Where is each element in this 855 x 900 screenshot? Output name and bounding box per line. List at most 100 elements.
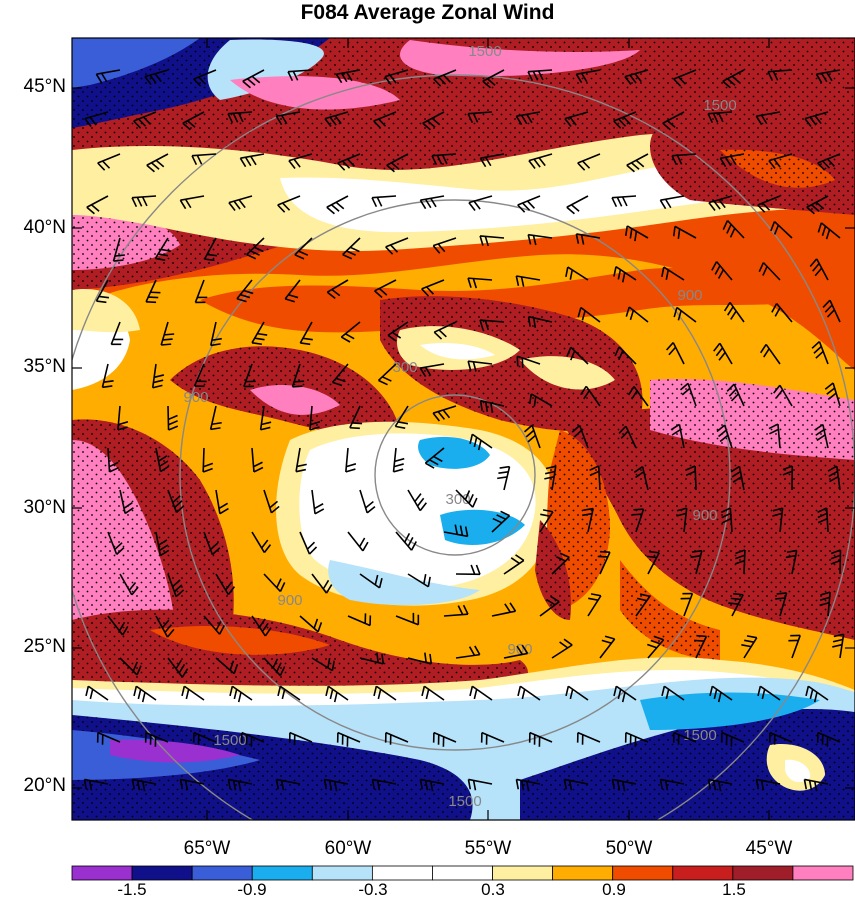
wind-barb-flag [550,595,560,603]
wind-barb-flag [376,780,381,791]
wind-barb [646,550,660,575]
wind-barb-flag [723,302,731,312]
wind-barb-flag [158,539,168,546]
wind-barb-flag [580,385,587,396]
wind-barb [386,153,409,173]
wind-barb [587,593,602,617]
wind-barb [144,69,169,86]
wind-barb-flag [229,660,235,671]
wind-barb-shaft [626,225,649,239]
wind-barb [384,69,409,86]
wind-barb [432,731,457,747]
wind-barb-flag [635,159,645,168]
wind-barb-flag [634,73,642,83]
wind-barb-flag [269,500,279,509]
wind-barb [544,465,557,491]
wind-barb-flag [340,72,348,83]
wind-barb [277,685,301,701]
wind-barb-flag [184,198,192,209]
core-white-streak [420,343,495,360]
wind-barb-shaft [662,111,685,124]
wind-barb-flag [131,586,139,596]
wind-barb-flag [284,298,296,303]
wind-barb-flag [718,429,727,438]
wind-barb-flag [144,76,152,86]
wind-barb-flag [730,597,741,601]
wind-barb-shaft [84,111,109,120]
wind-barb-shaft [299,615,319,633]
wind-barb-shaft [516,275,541,281]
wind-barb-shaft [241,731,265,743]
wind-barb-flag [473,437,478,448]
wind-barb-shaft [107,615,124,636]
wind-barb-flag [633,508,644,511]
wind-barb-flag [775,389,784,399]
wind-barb-flag [580,234,585,245]
wind-barb [291,363,305,388]
map-frame [71,37,855,821]
wind-barb-flag [133,120,142,129]
wind-barb [713,342,733,365]
south-purple-streak [110,739,240,763]
wind-barb [613,266,637,283]
wind-barb-shaft [762,262,781,281]
wind-barb-shaft [676,306,697,323]
wind-barb-flag [90,204,100,212]
wind-barb-flag [523,424,533,433]
wind-barb [263,489,280,514]
wind-barb-flag [741,644,752,648]
wind-barb [614,346,637,365]
wind-barb-shaft [291,363,301,388]
wind-barb-flag [544,475,555,480]
wind-barb-shaft [729,508,733,533]
wind-barb-flag [326,206,335,215]
wind-barb-flag [627,386,635,396]
wind-barb [671,153,697,166]
wind-barb [730,465,745,491]
colorbar-tick-label: -0.3 [358,880,388,899]
wind-barb-flag [113,259,124,262]
wind-barb [371,778,397,791]
wind-barb-flag [639,593,651,598]
wind-barb-flag [209,542,219,551]
wind-barb-shaft [722,69,745,82]
wind-barb [277,195,301,213]
wind-barb-flag [621,692,626,703]
wind-barb-flag [469,686,474,697]
wind-barb-flag [671,428,681,436]
wind-barb [723,302,745,323]
wind-barb-shaft [673,69,697,80]
wind-barb-shaft [625,425,637,449]
wind-barb-flag [393,468,404,473]
wind-barb-flag [376,652,379,663]
wind-barb-flag [246,78,256,86]
wind-barb-shaft [674,225,697,239]
wind-barb [144,731,169,747]
wind-barb [680,592,694,617]
wind-barb-flag [734,559,745,565]
south-red-streak [150,625,330,655]
wind-barb-shaft [203,615,221,635]
wind-barb-shaft [372,778,397,785]
wind-barb-shaft [119,657,138,676]
wind-barb-flag [193,78,202,87]
wind-barb-shaft [660,778,685,785]
wind-barb [95,279,110,304]
wind-barb [830,549,842,575]
wind-barb-flag [577,162,586,171]
wind-barb-flag [678,76,687,85]
wind-barb [181,685,205,701]
wind-barb-flag [473,689,478,700]
wind-barb-flag [636,597,647,602]
wind-barb-shaft [503,466,511,491]
wind-barb [112,237,125,262]
wind-barb-flag [726,224,732,234]
wind-barb [811,340,829,365]
wind-barb-flag [376,196,383,207]
wind-barb [155,447,170,473]
wind-barb-shaft [203,531,214,555]
wind-barb-flag [691,549,702,553]
wind-barb-flag [276,662,282,673]
wind-barb-flag [429,459,439,466]
wind-barb-flag [204,258,215,262]
